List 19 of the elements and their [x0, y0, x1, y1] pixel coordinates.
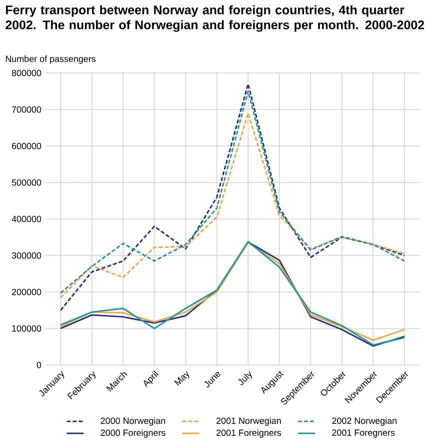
y-tick-label: 0 — [36, 362, 42, 368]
legend-label: 2000 Foreigners — [100, 429, 166, 438]
y-tick-label: 300000 — [12, 252, 42, 259]
x-tick-label: May — [174, 371, 190, 386]
legend-label: 2001 Foregners — [332, 429, 395, 438]
y-tick-label: 800000 — [12, 70, 42, 76]
y-axis-title: Number of passengers — [6, 55, 96, 64]
y-tick-label: 600000 — [12, 142, 42, 150]
y-tick-label: 700000 — [12, 106, 42, 113]
chart-title: Ferry transport between Norway and foreign countries, 4th quarter 2002. The number of Norwegian and foreigners per month. 2000-2002 — [6, 5, 424, 32]
y-tick-label: 400000 — [12, 216, 42, 222]
y-tick-label: 100000 — [12, 325, 42, 332]
legend-label: 2000 Norwegian — [100, 417, 166, 426]
y-tick-label: 200000 — [12, 288, 42, 296]
x-tick-label: July — [238, 371, 252, 386]
y-tick-label: 500000 — [12, 179, 42, 186]
legend-label: 2001 Norwegian — [216, 417, 281, 426]
legend-label: 2002 Norwegian — [332, 417, 396, 426]
legend-label: 2001 Foreigners — [216, 429, 282, 438]
